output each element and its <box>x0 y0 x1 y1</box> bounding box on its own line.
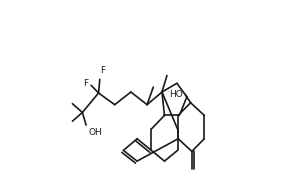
Text: HO: HO <box>169 90 182 100</box>
Text: F: F <box>100 66 105 76</box>
Text: F: F <box>84 79 88 88</box>
Text: OH: OH <box>88 128 102 137</box>
